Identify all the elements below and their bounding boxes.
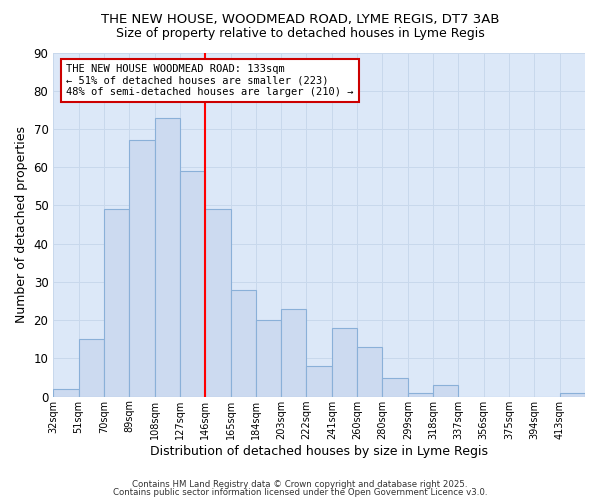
Bar	[104, 210, 129, 396]
Bar	[180, 171, 205, 396]
X-axis label: Distribution of detached houses by size in Lyme Regis: Distribution of detached houses by size …	[150, 444, 488, 458]
Bar	[332, 328, 357, 396]
Bar	[357, 347, 382, 397]
Bar	[53, 389, 79, 396]
Bar	[281, 308, 307, 396]
Bar	[155, 118, 180, 396]
Bar	[129, 140, 155, 396]
Text: Contains HM Land Registry data © Crown copyright and database right 2025.: Contains HM Land Registry data © Crown c…	[132, 480, 468, 489]
Text: THE NEW HOUSE, WOODMEAD ROAD, LYME REGIS, DT7 3AB: THE NEW HOUSE, WOODMEAD ROAD, LYME REGIS…	[101, 12, 499, 26]
Bar	[560, 393, 585, 396]
Text: THE NEW HOUSE WOODMEAD ROAD: 133sqm
← 51% of detached houses are smaller (223)
4: THE NEW HOUSE WOODMEAD ROAD: 133sqm ← 51…	[66, 64, 353, 97]
Bar	[256, 320, 281, 396]
Y-axis label: Number of detached properties: Number of detached properties	[15, 126, 28, 323]
Bar	[205, 210, 230, 396]
Bar	[382, 378, 408, 396]
Text: Contains public sector information licensed under the Open Government Licence v3: Contains public sector information licen…	[113, 488, 487, 497]
Bar	[433, 385, 458, 396]
Bar	[230, 290, 256, 397]
Bar	[307, 366, 332, 396]
Bar	[408, 393, 433, 396]
Text: Size of property relative to detached houses in Lyme Regis: Size of property relative to detached ho…	[116, 28, 484, 40]
Bar	[79, 340, 104, 396]
